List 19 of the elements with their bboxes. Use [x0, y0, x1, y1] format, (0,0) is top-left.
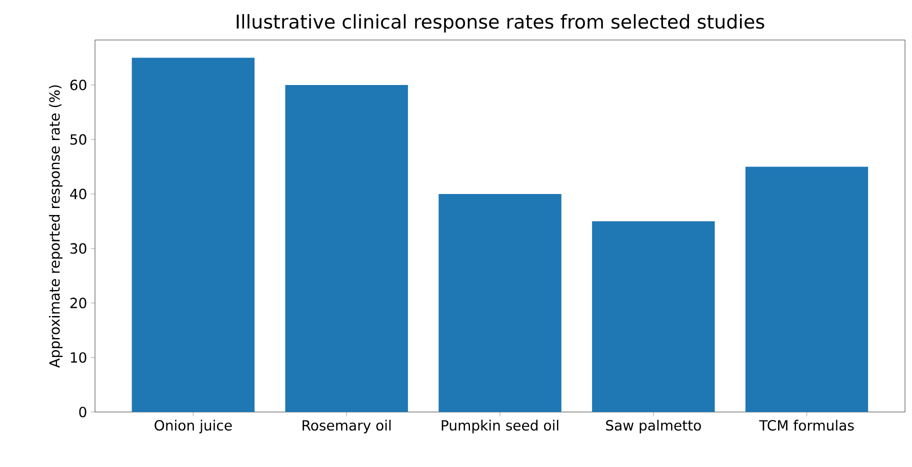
- x-tick-label: Saw palmetto: [606, 420, 701, 434]
- y-tick-label: 50: [70, 134, 86, 145]
- bar: [132, 58, 255, 412]
- y-axis-title: Approximate reported response rate (%): [48, 85, 63, 368]
- bar: [745, 166, 868, 412]
- y-tick-label: 0: [79, 406, 86, 418]
- bar: [438, 194, 562, 412]
- x-tick-label: Pumpkin seed oil: [442, 420, 558, 434]
- y-tick-label: 20: [70, 298, 86, 308]
- y-tick-label: 40: [70, 188, 86, 200]
- chart-title: Illustrative clinical response rates from selected studies: [236, 14, 764, 32]
- x-tick-label: Rosemary oil: [302, 420, 391, 434]
- bar: [285, 84, 408, 412]
- x-tick-label: Onion juice: [154, 420, 232, 434]
- bar: [592, 221, 715, 412]
- y-tick-label: 10: [70, 352, 86, 363]
- x-tick-label: TCM formulas: [759, 420, 854, 431]
- y-tick-label: 30: [70, 243, 86, 254]
- y-tick-label: 60: [70, 80, 86, 90]
